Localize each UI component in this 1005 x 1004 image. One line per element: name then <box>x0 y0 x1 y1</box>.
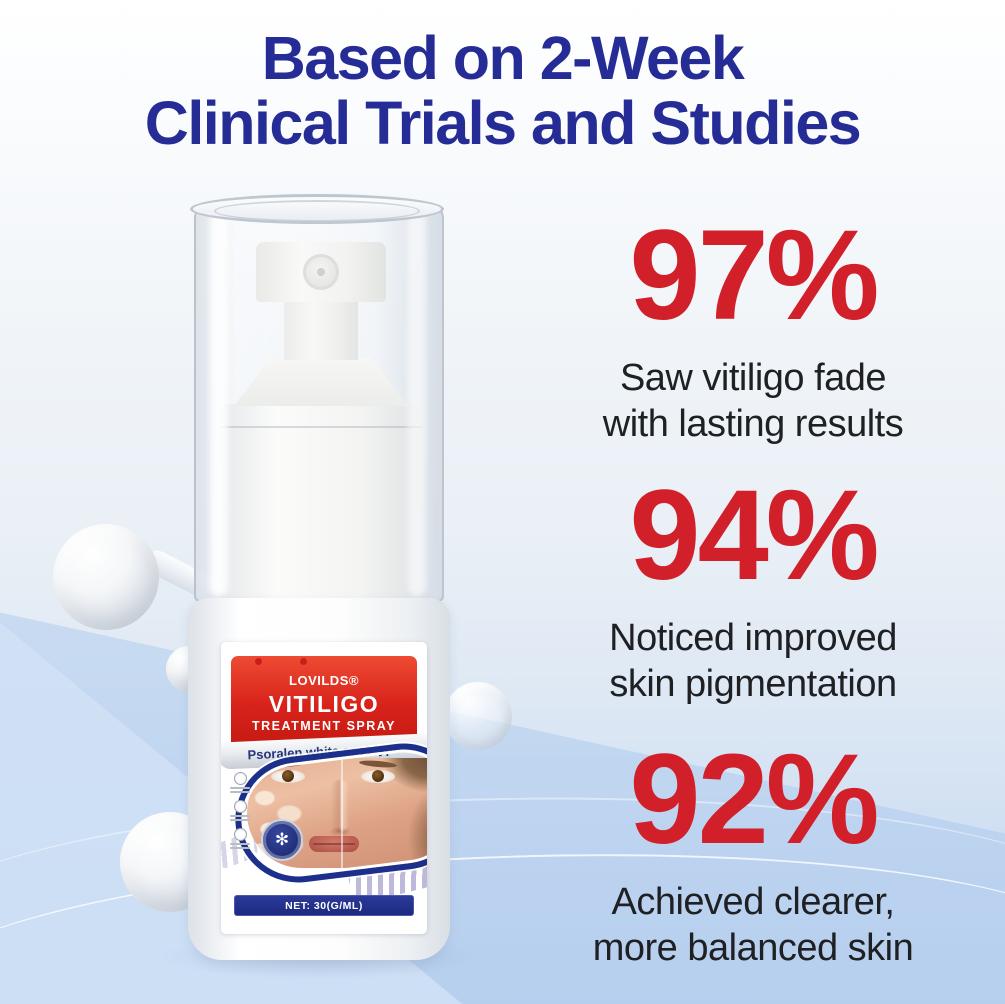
brand-name: LOVILDS® <box>289 673 359 688</box>
stat-value: 97% <box>629 204 879 347</box>
bottle-clear-cap <box>194 204 444 602</box>
label-mini-icon <box>227 800 253 821</box>
lips <box>309 836 359 852</box>
spray-nozzle-icon <box>303 254 339 290</box>
product-bottle: LOVILDS® VITILIGO TREATMENT SPRAY Psoral… <box>188 194 450 960</box>
stat-value: 92% <box>629 728 879 871</box>
stat-caption: Achieved clearer, more balanced skin <box>528 880 978 971</box>
before-after-divider <box>341 758 343 868</box>
eye <box>271 770 305 783</box>
pump-stem <box>284 300 358 360</box>
headline-line1: Based on 2-Week <box>261 24 745 92</box>
stat-block-94: 94% Noticed improved skin pigmentation <box>528 472 978 707</box>
stat-caption-line: Saw vitiligo fade <box>619 357 887 399</box>
badge-glyph-icon: ✻ <box>274 830 290 849</box>
badge-red-dot <box>300 658 307 665</box>
pump-collar <box>220 404 422 600</box>
eye <box>361 770 395 783</box>
stat-block-92: 92% Achieved clearer, more balanced skin <box>528 736 978 971</box>
stat-caption: Noticed improved skin pigmentation <box>528 616 978 707</box>
pump-shoulder <box>234 358 408 406</box>
mini-icon-circle <box>233 800 247 813</box>
product-label: LOVILDS® VITILIGO TREATMENT SPRAY Psoral… <box>221 642 427 934</box>
stat-value: 94% <box>629 464 879 607</box>
label-mini-icon <box>227 828 253 849</box>
product-name: VITILIGO <box>268 691 380 717</box>
cap-inner-rim <box>214 200 420 222</box>
mini-icon-circle <box>233 828 247 841</box>
certification-badge-icon: ✻ <box>261 819 303 861</box>
label-mini-icon <box>227 772 253 793</box>
stat-caption-line: skin pigmentation <box>609 662 897 705</box>
net-weight-bar: NET: 30(G/ML) <box>234 895 414 916</box>
stat-caption-line: more balanced skin <box>592 926 914 969</box>
stat-caption-line: with lasting results <box>602 402 904 445</box>
product-subtitle: TREATMENT SPRAY <box>251 719 397 733</box>
nose <box>329 780 351 836</box>
stat-caption-line: Noticed improved <box>609 617 897 659</box>
molecule-sphere-large <box>53 524 159 630</box>
mini-icon-circle <box>233 772 247 785</box>
cap-highlight <box>210 212 228 596</box>
stat-caption-line: Achieved clearer, <box>611 881 896 923</box>
stat-caption: Saw vitiligo fade with lasting results <box>528 356 978 447</box>
bottle-body: LOVILDS® VITILIGO TREATMENT SPRAY Psoral… <box>188 598 450 960</box>
cap-highlight <box>408 212 426 596</box>
headline: Based on 2-Week Clinical Trials and Stud… <box>0 24 1005 158</box>
badge-red-dot <box>255 658 262 665</box>
net-weight-text: NET: 30(G/ML) <box>285 899 363 912</box>
bubble-sphere <box>444 682 512 750</box>
stat-block-97: 97% Saw vitiligo fade with lasting resul… <box>528 212 978 447</box>
headline-line2: Clinical Trials and Studies <box>144 89 862 158</box>
spray-pump-head <box>256 242 386 302</box>
